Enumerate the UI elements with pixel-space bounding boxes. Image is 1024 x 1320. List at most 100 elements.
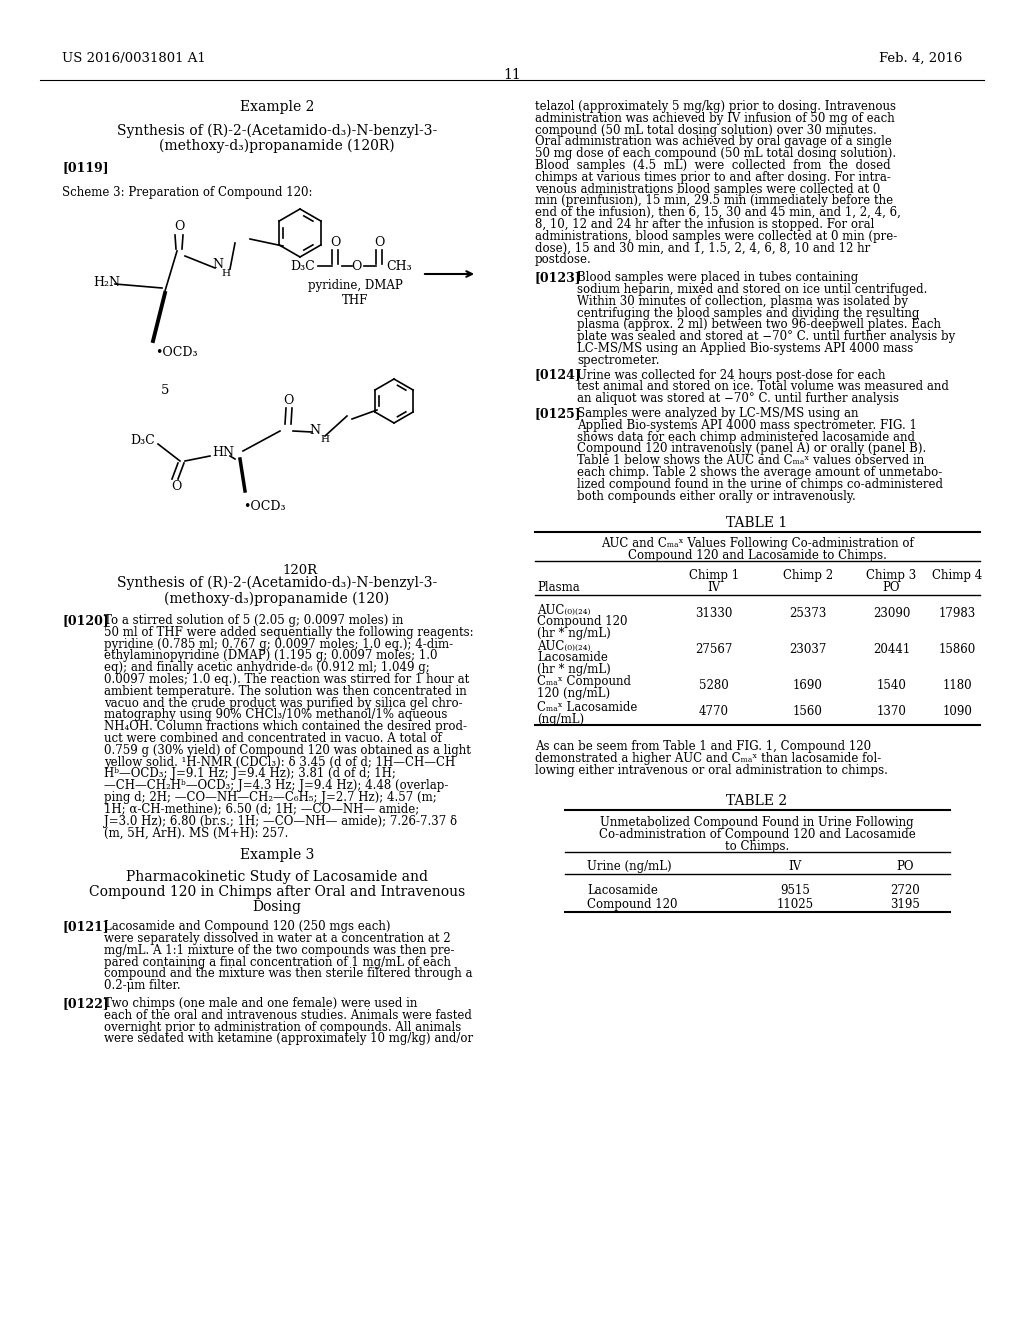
Text: 1180: 1180 bbox=[943, 680, 973, 693]
Text: [0122]: [0122] bbox=[62, 997, 109, 1010]
Text: PO: PO bbox=[883, 581, 900, 594]
Text: O: O bbox=[174, 220, 184, 234]
Text: uct were combined and concentrated in vacuo. A total of: uct were combined and concentrated in va… bbox=[104, 733, 441, 744]
Text: each of the oral and intravenous studies. Animals were fasted: each of the oral and intravenous studies… bbox=[104, 1008, 472, 1022]
Text: Chimp 1: Chimp 1 bbox=[689, 569, 739, 582]
Text: 1370: 1370 bbox=[877, 705, 906, 718]
Text: 11025: 11025 bbox=[776, 898, 813, 911]
Text: 0.2-μm filter.: 0.2-μm filter. bbox=[104, 979, 180, 993]
Text: AUC and Cₘₐˣ Values Following Co-administration of: AUC and Cₘₐˣ Values Following Co-adminis… bbox=[601, 537, 913, 550]
Text: Example 3: Example 3 bbox=[240, 849, 314, 862]
Text: dose), 15 and 30 min, and 1, 1.5, 2, 4, 6, 8, 10 and 12 hr: dose), 15 and 30 min, and 1, 1.5, 2, 4, … bbox=[535, 242, 870, 255]
Text: 27567: 27567 bbox=[695, 643, 733, 656]
Text: Hᵇ—OCD₃; J=9.1 Hz; J=9.4 Hz); 3.81 (d of d; 1H;: Hᵇ—OCD₃; J=9.1 Hz; J=9.4 Hz); 3.81 (d of… bbox=[104, 767, 396, 780]
Text: H: H bbox=[221, 269, 230, 279]
Text: (hr * ng/mL): (hr * ng/mL) bbox=[537, 664, 610, 676]
Text: Compound 120 in Chimps after Oral and Intravenous: Compound 120 in Chimps after Oral and In… bbox=[89, 886, 465, 899]
Text: Scheme 3: Preparation of Compound 120:: Scheme 3: Preparation of Compound 120: bbox=[62, 186, 312, 199]
Text: LC-MS/MS using an Applied Bio-systems API 4000 mass: LC-MS/MS using an Applied Bio-systems AP… bbox=[577, 342, 913, 355]
Text: Table 1 below shows the AUC and Cₘₐˣ values observed in: Table 1 below shows the AUC and Cₘₐˣ val… bbox=[577, 454, 925, 467]
Text: yellow solid. ¹H-NMR (CDCl₃): δ 3.45 (d of d; 1H—CH—CH: yellow solid. ¹H-NMR (CDCl₃): δ 3.45 (d … bbox=[104, 755, 456, 768]
Text: ping d; 2H; —CO—NH—CH₂—C₆H₅; J=2.7 Hz); 4.57 (m;: ping d; 2H; —CO—NH—CH₂—C₆H₅; J=2.7 Hz); … bbox=[104, 791, 437, 804]
Text: O: O bbox=[171, 480, 181, 494]
Text: 1540: 1540 bbox=[877, 680, 906, 693]
Text: (ng/mL): (ng/mL) bbox=[537, 713, 584, 726]
Text: O: O bbox=[330, 235, 340, 248]
Text: min (preinfusion), 15 min, 29.5 min (immediately before the: min (preinfusion), 15 min, 29.5 min (imm… bbox=[535, 194, 893, 207]
Text: (m, 5H, ArH). MS (M+H): 257.: (m, 5H, ArH). MS (M+H): 257. bbox=[104, 826, 289, 840]
Text: •OCD₃: •OCD₃ bbox=[155, 346, 198, 359]
Text: pyridine (0.785 ml; 0.767 g; 0.0097 moles; 1.0 eq.); 4-dim-: pyridine (0.785 ml; 0.767 g; 0.0097 mole… bbox=[104, 638, 454, 651]
Text: HN: HN bbox=[212, 446, 234, 459]
Text: Example 2: Example 2 bbox=[240, 100, 314, 114]
Text: J=3.0 Hz); 6.80 (br.s.; 1H; —CO—NH— amide); 7.26-7.37 δ: J=3.0 Hz); 6.80 (br.s.; 1H; —CO—NH— amid… bbox=[104, 814, 457, 828]
Text: venous administrations blood samples were collected at 0: venous administrations blood samples wer… bbox=[535, 182, 881, 195]
Text: 1690: 1690 bbox=[793, 680, 823, 693]
Text: shows data for each chimp administered lacosamide and: shows data for each chimp administered l… bbox=[577, 430, 915, 444]
Text: [0119]: [0119] bbox=[62, 161, 109, 174]
Text: (methoxy-d₃)propanamide (120R): (methoxy-d₃)propanamide (120R) bbox=[159, 139, 395, 153]
Text: Chimp 3: Chimp 3 bbox=[866, 569, 916, 582]
Text: Oral administration was achieved by oral gavage of a single: Oral administration was achieved by oral… bbox=[535, 136, 892, 148]
Text: telazol (approximately 5 mg/kg) prior to dosing. Intravenous: telazol (approximately 5 mg/kg) prior to… bbox=[535, 100, 896, 114]
Text: Plasma: Plasma bbox=[537, 581, 580, 594]
Text: 120R: 120R bbox=[283, 565, 317, 578]
Text: Synthesis of (R)-2-(Acetamido-d₃)-N-benzyl-3-: Synthesis of (R)-2-(Acetamido-d₃)-N-benz… bbox=[117, 576, 437, 590]
Text: 120 (ng/mL): 120 (ng/mL) bbox=[537, 688, 610, 701]
Text: Blood  samples  (4.5  mL)  were  collected  from  the  dosed: Blood samples (4.5 mL) were collected fr… bbox=[535, 158, 891, 172]
Text: Dosing: Dosing bbox=[253, 900, 301, 915]
Text: CH₃: CH₃ bbox=[386, 260, 412, 272]
Text: plate was sealed and stored at −70° C. until further analysis by: plate was sealed and stored at −70° C. u… bbox=[577, 330, 955, 343]
Text: D₃C: D₃C bbox=[130, 434, 155, 447]
Text: Samples were analyzed by LC-MS/MS using an: Samples were analyzed by LC-MS/MS using … bbox=[577, 407, 858, 420]
Text: AUC₍₀₎₍₂₄₎: AUC₍₀₎₍₂₄₎ bbox=[537, 603, 591, 616]
Text: US 2016/0031801 A1: US 2016/0031801 A1 bbox=[62, 51, 206, 65]
Text: Co-administration of Compound 120 and Lacosamide: Co-administration of Compound 120 and La… bbox=[599, 828, 915, 841]
Text: ethylaminopyridine (DMAP) (1.195 g; 0.0097 moles; 1.0: ethylaminopyridine (DMAP) (1.195 g; 0.00… bbox=[104, 649, 437, 663]
Text: 5280: 5280 bbox=[699, 680, 729, 693]
Text: lized compound found in the urine of chimps co-administered: lized compound found in the urine of chi… bbox=[577, 478, 943, 491]
Text: PO: PO bbox=[896, 859, 913, 873]
Text: 50 ml of THF were added sequentially the following reagents:: 50 ml of THF were added sequentially the… bbox=[104, 626, 474, 639]
Text: Two chimps (one male and one female) were used in: Two chimps (one male and one female) wer… bbox=[104, 997, 418, 1010]
Text: 50 mg dose of each compound (50 mL total dosing solution).: 50 mg dose of each compound (50 mL total… bbox=[535, 148, 896, 160]
Text: Pharmacokinetic Study of Lacosamide and: Pharmacokinetic Study of Lacosamide and bbox=[126, 870, 428, 884]
Text: [0123]: [0123] bbox=[535, 271, 582, 284]
Text: ambient temperature. The solution was then concentrated in: ambient temperature. The solution was th… bbox=[104, 685, 467, 698]
Text: 25373: 25373 bbox=[790, 607, 826, 620]
Text: both compounds either orally or intravenously.: both compounds either orally or intraven… bbox=[577, 490, 856, 503]
Text: [0120]: [0120] bbox=[62, 614, 109, 627]
Text: chimps at various times prior to and after dosing. For intra-: chimps at various times prior to and aft… bbox=[535, 170, 891, 183]
Text: lowing either intravenous or oral administration to chimps.: lowing either intravenous or oral admini… bbox=[535, 764, 888, 777]
Text: H₂N: H₂N bbox=[93, 276, 120, 289]
Text: 4770: 4770 bbox=[699, 705, 729, 718]
Text: 31330: 31330 bbox=[695, 607, 733, 620]
Text: matography using 90% CHCl₃/10% methanol/1% aqueous: matography using 90% CHCl₃/10% methanol/… bbox=[104, 709, 447, 722]
Text: IV: IV bbox=[708, 581, 721, 594]
Text: demonstrated a higher AUC and Cₘₐˣ than lacosamide fol-: demonstrated a higher AUC and Cₘₐˣ than … bbox=[535, 752, 882, 766]
Text: 0.0097 moles; 1.0 eq.). The reaction was stirred for 1 hour at: 0.0097 moles; 1.0 eq.). The reaction was… bbox=[104, 673, 469, 686]
Text: [0121]: [0121] bbox=[62, 920, 109, 933]
Text: plasma (approx. 2 ml) between two 96-deepwell plates. Each: plasma (approx. 2 ml) between two 96-dee… bbox=[577, 318, 941, 331]
Text: sodium heparin, mixed and stored on ice until centrifuged.: sodium heparin, mixed and stored on ice … bbox=[577, 282, 928, 296]
Text: Lacosamide and Compound 120 (250 mgs each): Lacosamide and Compound 120 (250 mgs eac… bbox=[104, 920, 390, 933]
Text: O: O bbox=[374, 235, 384, 248]
Text: Compound 120: Compound 120 bbox=[587, 898, 678, 911]
Text: Compound 120 and Lacosamide to Chimps.: Compound 120 and Lacosamide to Chimps. bbox=[628, 549, 887, 562]
Text: an aliquot was stored at −70° C. until further analysis: an aliquot was stored at −70° C. until f… bbox=[577, 392, 899, 405]
Text: 9515: 9515 bbox=[780, 884, 810, 896]
Text: Chimp 2: Chimp 2 bbox=[783, 569, 834, 582]
Text: As can be seem from Table 1 and FIG. 1, Compound 120: As can be seem from Table 1 and FIG. 1, … bbox=[535, 741, 871, 754]
Text: 5: 5 bbox=[161, 384, 169, 397]
Text: 1560: 1560 bbox=[793, 705, 823, 718]
Text: IV: IV bbox=[788, 859, 802, 873]
Text: 0.759 g (30% yield) of Compound 120 was obtained as a light: 0.759 g (30% yield) of Compound 120 was … bbox=[104, 743, 471, 756]
Text: H: H bbox=[321, 434, 330, 444]
Text: eq); and finally acetic anhydride-d₆ (0.912 ml; 1.049 g;: eq); and finally acetic anhydride-d₆ (0.… bbox=[104, 661, 430, 675]
Text: 1H; α-CH-methine); 6.50 (d; 1H; —CO—NH— amide;: 1H; α-CH-methine); 6.50 (d; 1H; —CO—NH— … bbox=[104, 803, 419, 816]
Text: spectrometer.: spectrometer. bbox=[577, 354, 659, 367]
Text: centrifuging the blood samples and dividing the resulting: centrifuging the blood samples and divid… bbox=[577, 306, 920, 319]
Text: To a stirred solution of 5 (2.05 g; 0.0097 moles) in: To a stirred solution of 5 (2.05 g; 0.00… bbox=[104, 614, 403, 627]
Text: —CH—CH₂Hᵇ—OCD₃; J=4.3 Hz; J=9.4 Hz); 4.48 (overlap-: —CH—CH₂Hᵇ—OCD₃; J=4.3 Hz; J=9.4 Hz); 4.4… bbox=[104, 779, 449, 792]
Text: 3195: 3195 bbox=[890, 898, 920, 911]
